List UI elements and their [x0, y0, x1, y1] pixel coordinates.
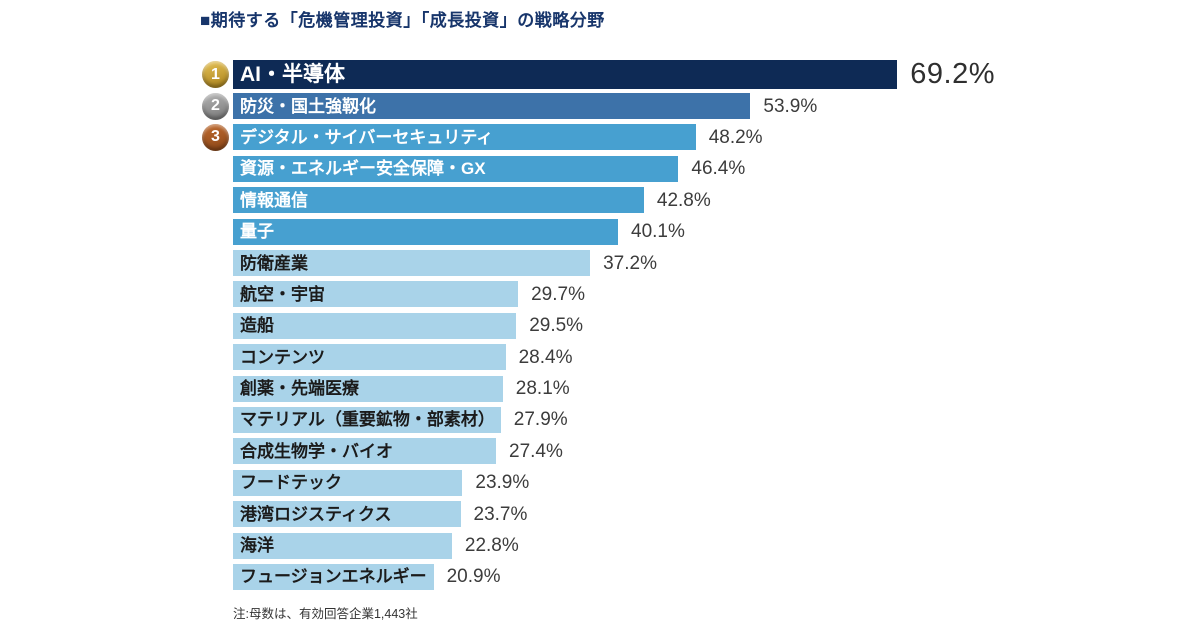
bar-row: 2 防災・国土強靱化 53.9%: [202, 90, 1192, 121]
bar-label: 合成生物学・バイオ: [240, 441, 393, 461]
value-label: 27.4%: [509, 440, 563, 462]
bar-label: 航空・宇宙: [240, 284, 325, 304]
rank-badge-slot: 2: [202, 92, 233, 120]
rank-2-badge: 2: [202, 92, 229, 120]
value-label: 37.2%: [603, 252, 657, 274]
bar-row: 量子 40.1%: [202, 216, 1192, 247]
value-label: 23.7%: [473, 503, 528, 525]
value-label: 22.8%: [464, 535, 519, 557]
value-label: 40.1%: [631, 221, 685, 243]
bar-label: 創薬・先端医療: [240, 379, 359, 399]
bar-row: 海洋 22.8%: [202, 530, 1192, 561]
bar-label: 資源・エネルギー安全保障・GX: [240, 159, 486, 179]
bar-label: マテリアル（重要鉱物・部素材）: [240, 410, 495, 430]
footnote: 注:母数は、有効回答企業1,443社: [233, 607, 418, 621]
bar-label: フードテック: [240, 473, 342, 493]
bar: 創薬・先端医療: [233, 375, 503, 402]
bar-row: 港湾ロジスティクス 23.7%: [202, 498, 1192, 529]
bar: 港湾ロジスティクス: [233, 501, 461, 528]
bar-label: 防災・国土強靱化: [240, 96, 376, 116]
value-label: 27.9%: [513, 409, 568, 431]
bar: フードテック: [233, 469, 463, 496]
bar: 造船: [233, 312, 517, 339]
bar-row: フュージョンエネルギー 20.9%: [202, 561, 1192, 592]
bar-label: コンテンツ: [240, 347, 325, 367]
bar: デジタル・サイバーセキュリティ: [233, 124, 696, 151]
value-label: 48.2%: [708, 126, 763, 148]
bar-row: 3 デジタル・サイバーセキュリティ 48.2%: [202, 122, 1192, 153]
bar: AI・半導体: [233, 60, 898, 90]
bar-label: 港湾ロジスティクス: [240, 504, 392, 524]
bar-row: 資源・エネルギー安全保障・GX 46.4%: [202, 153, 1192, 184]
bar-row: 航空・宇宙 29.7%: [202, 279, 1192, 310]
bar-row: 創薬・先端医療 28.1%: [202, 373, 1192, 404]
bar: 量子: [233, 218, 618, 245]
rank-1-badge: 1: [202, 61, 229, 89]
bar-label: 海洋: [240, 536, 274, 556]
bar: 合成生物学・バイオ: [233, 438, 496, 465]
bar-row: 情報通信 42.8%: [202, 185, 1192, 216]
bar-chart: 1 AI・半導体 69.2% 2 防災・国土強靱化 53.9% 3 デジタル・サイバーセキュリ…: [202, 59, 1192, 593]
bar-row: フードテック 23.9%: [202, 467, 1192, 498]
value-label: 28.4%: [518, 346, 573, 368]
bar-row: 防衛産業 37.2%: [202, 247, 1192, 278]
bar-label: 防衛産業: [240, 253, 308, 273]
rank-3-badge: 3: [202, 123, 229, 151]
bar-row: マテリアル（重要鉱物・部素材） 27.9%: [202, 404, 1192, 435]
bar: 防災・国土強靱化: [233, 93, 751, 120]
bar-label: 造船: [240, 316, 274, 336]
value-label: 29.7%: [531, 283, 585, 305]
bar: コンテンツ: [233, 344, 506, 371]
bar: 航空・宇宙: [233, 281, 519, 308]
value-label: 20.9%: [446, 566, 501, 588]
bar: 防衛産業: [233, 250, 591, 277]
bar-row: 造船 29.5%: [202, 310, 1192, 341]
bar-row: 合成生物学・バイオ 27.4%: [202, 436, 1192, 467]
rank-badge-slot: 3: [202, 123, 233, 151]
value-label: 28.1%: [515, 378, 570, 400]
value-label: 46.4%: [691, 158, 746, 180]
bar-label: デジタル・サイバーセキュリティ: [240, 127, 494, 147]
bar: フュージョンエネルギー: [233, 563, 434, 590]
value-label: 42.8%: [656, 189, 711, 211]
value-label: 69.2%: [910, 58, 996, 91]
bar-label: 量子: [240, 222, 274, 242]
bar-label: AI・半導体: [240, 63, 345, 87]
value-label: 23.9%: [475, 472, 530, 494]
chart-title: ■期待する「危機管理投資」「成長投資」の戦略分野: [200, 11, 605, 30]
bar-row: コンテンツ 28.4%: [202, 342, 1192, 373]
rank-badge-slot: 1: [202, 61, 233, 89]
bar-label: 情報通信: [240, 190, 308, 210]
value-label: 29.5%: [529, 315, 584, 337]
bar: 海洋: [233, 532, 452, 559]
bar-label: フュージョンエネルギー: [240, 567, 427, 587]
bar-row: 1 AI・半導体 69.2%: [202, 59, 1192, 90]
value-label: 53.9%: [763, 95, 818, 117]
bar: 資源・エネルギー安全保障・GX: [233, 155, 679, 182]
bar: 情報通信: [233, 187, 644, 214]
bar: マテリアル（重要鉱物・部素材）: [233, 406, 501, 433]
